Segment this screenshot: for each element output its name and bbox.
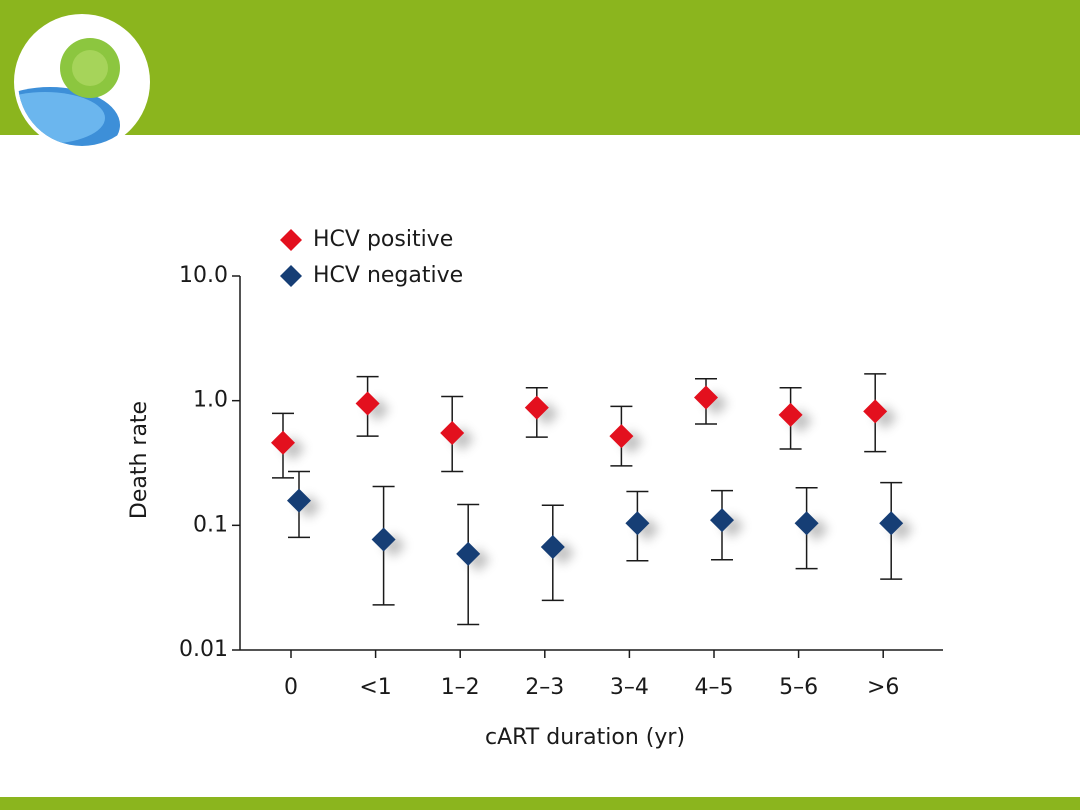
data-point [609,424,634,449]
data-point [694,385,718,410]
y-axis-label: Death rate [127,401,152,519]
x-tick-label: 4–5 [695,675,734,700]
data-point [271,430,295,455]
logo [14,14,150,150]
y-tick-label: 10.0 [179,263,228,288]
data-point [540,535,565,560]
x-tick-label: 1–2 [441,675,480,700]
data-point [879,511,904,536]
legend-label: HCV negative [313,263,463,288]
legend-label: HCV positive [313,227,453,252]
footer-band [0,797,1080,810]
y-tick-label: 0.1 [193,512,228,537]
data-point [794,511,819,536]
data-point [456,541,481,566]
data-point [371,527,396,552]
data-point [778,402,803,427]
x-tick-label: 3–4 [610,675,649,700]
y-tick-label: 1.0 [193,388,228,413]
x-tick-label: 5–6 [779,675,818,700]
x-tick-label: >6 [867,675,899,700]
x-tick-label: 0 [284,675,298,700]
data-point [355,391,380,416]
data-point [287,488,311,513]
x-tick-label: 2–3 [525,675,564,700]
data-point [440,421,465,446]
header-band [0,0,1080,135]
legend-marker [280,229,302,251]
x-axis-label: cART duration (yr) [485,725,685,750]
x-tick-label: <1 [359,675,391,700]
y-tick-label: 0.01 [179,637,228,662]
data-point [625,511,650,536]
legend-marker [280,265,302,287]
data-point [710,508,734,533]
data-point [524,395,549,420]
data-point [863,399,888,424]
